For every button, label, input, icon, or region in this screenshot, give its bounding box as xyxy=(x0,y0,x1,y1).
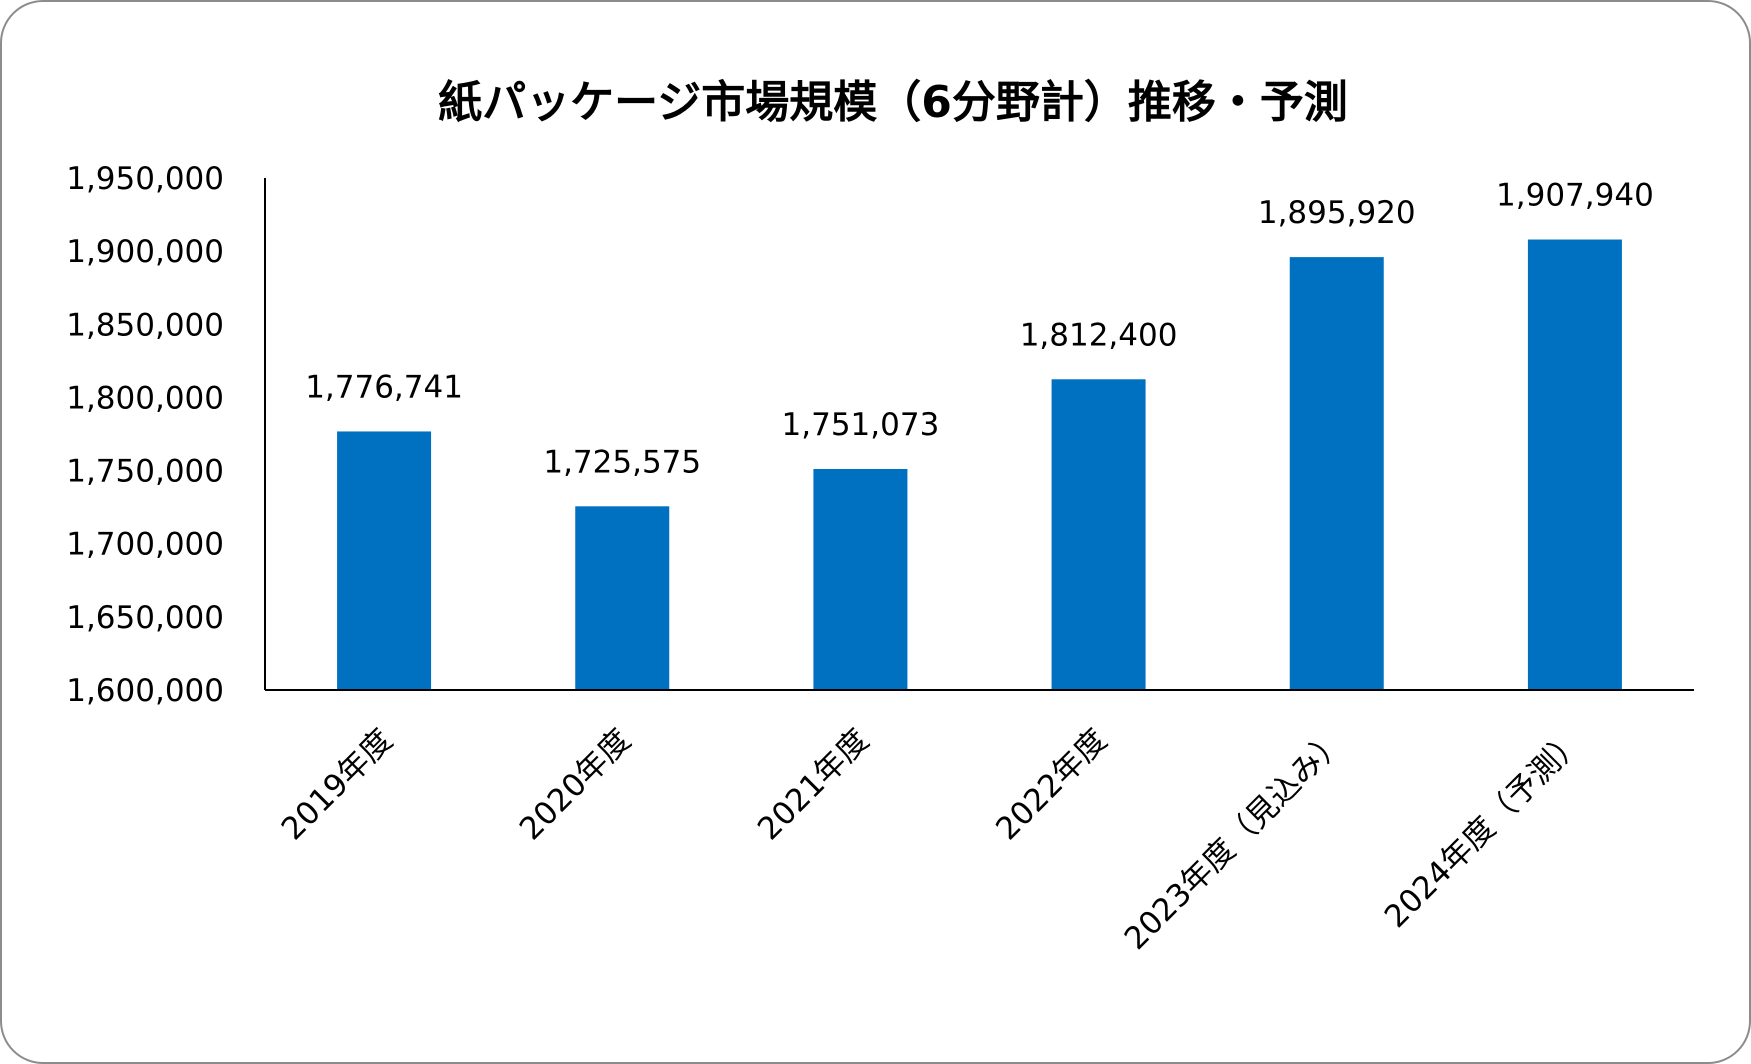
bar-value-label: 1,907,940 xyxy=(1496,178,1654,214)
bar-value-label: 1,751,073 xyxy=(782,407,940,443)
chart-title: 紙パッケージ市場規模（6分野計）推移・予測 xyxy=(438,77,1348,128)
bar-value-label: 1,812,400 xyxy=(1020,317,1178,353)
y-tick-label: 1,850,000 xyxy=(66,307,224,343)
y-tick-label: 1,700,000 xyxy=(66,527,224,563)
y-axis-tick-labels: 1,600,000 1,650,000 1,700,000 1,750,000 1,80… xyxy=(66,161,224,709)
bar-value-label: 1,776,741 xyxy=(305,369,463,405)
bar xyxy=(813,469,908,690)
bar-series xyxy=(337,239,1622,690)
y-tick-label: 1,950,000 xyxy=(66,161,224,197)
y-tick-label: 1,750,000 xyxy=(66,454,224,490)
bar xyxy=(1289,257,1384,690)
bar xyxy=(1051,379,1146,690)
y-tick-label: 1,800,000 xyxy=(66,380,224,416)
bar xyxy=(575,506,670,690)
data-labels: 1,776,741 1,725,575 1,751,073 1,812,400 1,89… xyxy=(305,178,1654,481)
y-tick-label: 1,650,000 xyxy=(66,600,224,636)
bar-value-label: 1,725,575 xyxy=(543,444,701,480)
y-tick-label: 1,600,000 xyxy=(66,673,224,709)
bar-value-label: 1,895,920 xyxy=(1258,195,1416,231)
bar xyxy=(1527,239,1622,690)
y-tick-label: 1,900,000 xyxy=(66,234,224,270)
bar xyxy=(337,431,432,690)
